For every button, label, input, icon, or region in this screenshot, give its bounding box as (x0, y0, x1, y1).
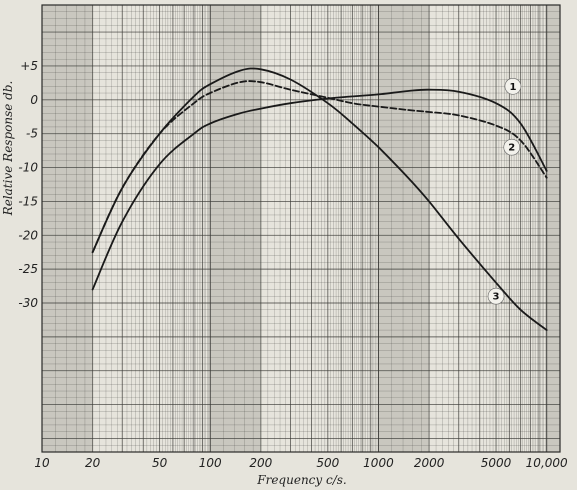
y-tick-label: -30 (18, 296, 38, 310)
x-tick-label: 10,000 (526, 456, 568, 470)
marker-circle (503, 138, 521, 156)
y-tick-labels: +5 0 -5 -10 -15 -20 -25 -30 (18, 59, 38, 310)
marker-circle (487, 287, 505, 305)
series-line-2 (91, 80, 548, 254)
x-tick-label: 500 (316, 456, 339, 470)
grid-lines (41, 4, 561, 453)
x-tick-label: 50 (152, 456, 168, 470)
series-marker-1: 1 (504, 77, 522, 95)
x-tick-label: 1000 (363, 456, 394, 470)
y-tick-label: -25 (18, 262, 38, 276)
marker-label: 1 (509, 82, 516, 93)
series-line-3 (91, 67, 548, 331)
x-tick-label: 2000 (414, 456, 445, 470)
x-tick-labels: 10 20 50 100 200 500 1000 2000 5000 10,000 (34, 456, 568, 470)
y-tick-label: -20 (18, 228, 38, 242)
x-axis-title: Frequency c/s. (256, 473, 346, 487)
y-tick-label: +5 (20, 59, 38, 73)
series-layer (91, 67, 548, 331)
plot-border (41, 4, 561, 453)
x-tick-label: 20 (85, 456, 101, 470)
series-marker-3: 3 (487, 287, 505, 305)
y-tick-label: -10 (18, 161, 38, 175)
y-axis-title: Relative Response db. (1, 81, 15, 217)
y-tick-label: 0 (30, 93, 38, 107)
x-tick-label: 10 (34, 456, 50, 470)
x-tick-label: 5000 (481, 456, 512, 470)
y-tick-label: -15 (18, 194, 38, 208)
x-tick-label: 100 (199, 456, 222, 470)
marker-circle (504, 77, 522, 95)
marker-label: 3 (493, 292, 500, 303)
series-marker-2: 2 (503, 138, 521, 156)
x-tick-label: 200 (249, 456, 272, 470)
series-markers: 1 2 3 (487, 77, 522, 305)
y-tick-label: -5 (26, 127, 38, 141)
marker-label: 2 (508, 143, 515, 154)
